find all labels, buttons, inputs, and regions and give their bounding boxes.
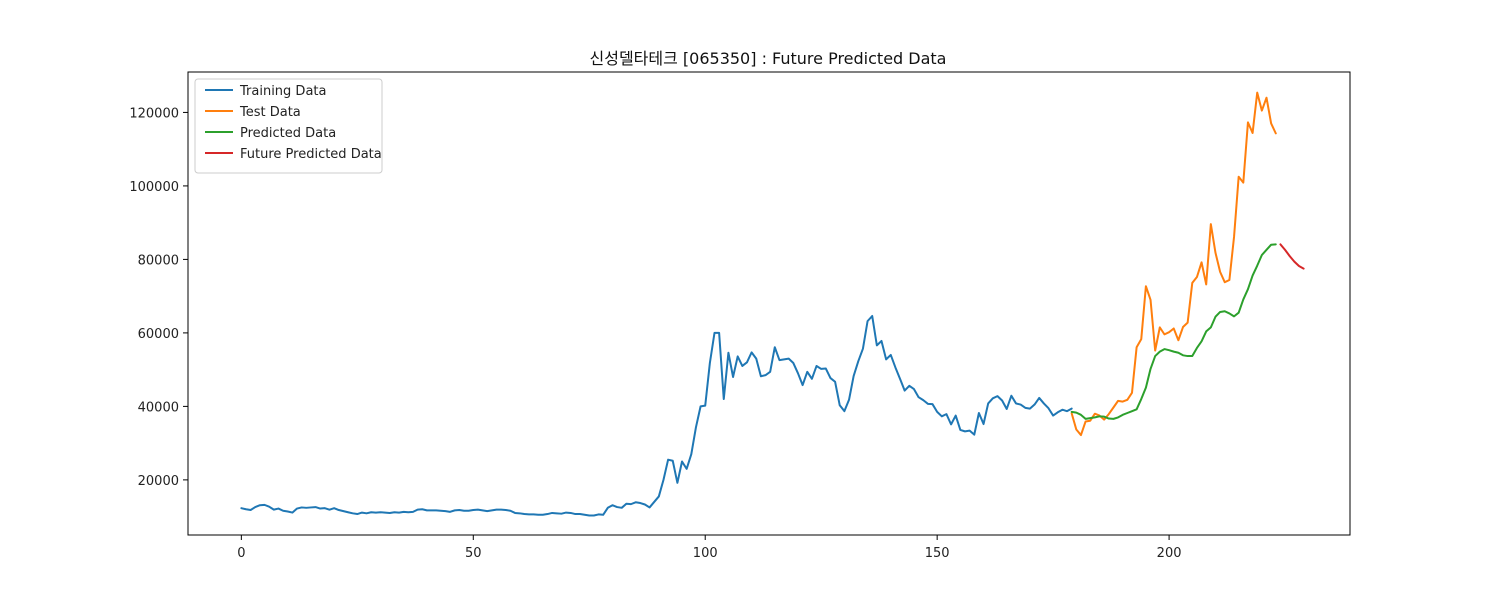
y-tick-label-4: 100000 <box>129 180 179 195</box>
series-line-3 <box>1279 243 1305 270</box>
series-line-2 <box>1070 243 1277 420</box>
y-tick-label-5: 120000 <box>129 106 179 121</box>
y-tick-label-1: 40000 <box>138 400 179 415</box>
series-line-0 <box>240 314 1073 517</box>
y-tick-label-3: 80000 <box>138 253 179 268</box>
chart-title: 신성델타테크 [065350] : Future Predicted Data <box>590 49 947 68</box>
legend-label-0: Training Data <box>239 84 326 99</box>
y-axis: 20000 40000 60000 80000 100000 120000 <box>129 106 188 489</box>
x-axis: 0 50 100 150 200 <box>237 535 1182 561</box>
legend: Training Data Test Data Predicted Data Futu… <box>194 78 383 174</box>
x-tick-label-4: 200 <box>1157 546 1182 561</box>
x-tick-label-2: 100 <box>693 546 718 561</box>
legend-label-2: Predicted Data <box>240 126 336 141</box>
legend-label-3: Future Predicted Data <box>240 147 382 162</box>
x-tick-label-3: 150 <box>925 546 950 561</box>
legend-label-1: Test Data <box>239 105 301 120</box>
plot-area-frame <box>187 71 1351 536</box>
y-tick-label-2: 60000 <box>138 327 179 342</box>
series-layer <box>240 91 1305 517</box>
x-tick-label-0: 0 <box>237 546 245 561</box>
x-tick-label-1: 50 <box>465 546 482 561</box>
legend-box <box>194 78 383 174</box>
y-tick-label-0: 20000 <box>138 474 179 489</box>
